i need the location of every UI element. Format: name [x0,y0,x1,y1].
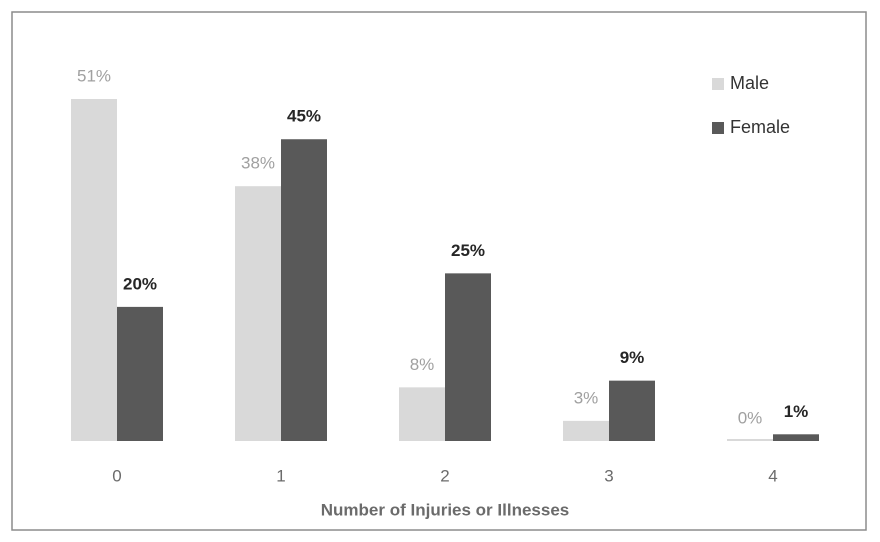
bar [445,273,491,441]
bar [281,139,327,441]
bar [399,387,445,441]
x-axis-title: Number of Injuries or Illnesses [321,500,569,519]
bar [773,434,819,441]
value-label: 9% [620,348,645,367]
bar [563,420,609,441]
bar [727,439,773,441]
x-tick-label: 0 [112,466,121,485]
legend-label: Female [730,117,790,137]
bar [117,306,163,441]
value-label: 20% [123,274,157,293]
x-tick-label: 1 [276,466,285,485]
legend-label: Male [730,73,769,93]
value-label: 0% [738,408,763,427]
bar [609,380,655,441]
x-tick-label: 2 [440,466,449,485]
value-label: 8% [410,355,435,374]
value-label: 45% [287,107,321,126]
value-label: 1% [784,402,809,421]
legend-swatch [712,78,724,90]
bar [235,186,281,441]
bar [71,99,117,441]
value-label: 51% [77,66,111,85]
value-label: 38% [241,154,275,173]
value-label: 25% [451,241,485,260]
value-label: 3% [574,388,599,407]
x-tick-label: 4 [768,466,777,485]
chart-frame [11,11,867,531]
x-tick-label: 3 [604,466,613,485]
legend-swatch [712,122,724,134]
